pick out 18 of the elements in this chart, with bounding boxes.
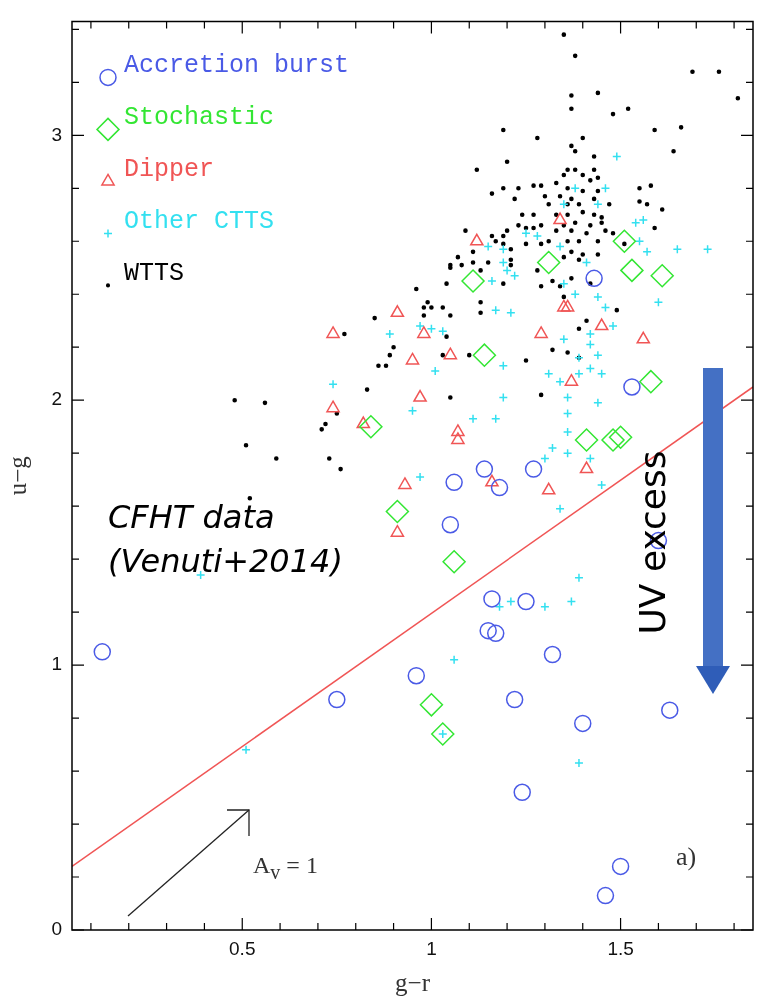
legend-label: Accretion burst <box>124 51 350 81</box>
legend-label: Other CTTS <box>124 207 275 237</box>
x-tick-label: 1.5 <box>607 937 634 959</box>
annotation: CFHT data (Venuti+2014) <box>108 497 344 582</box>
annotation: UV excess <box>631 450 673 635</box>
y-tick-label: 2 <box>51 388 62 410</box>
x-axis-title: g−r <box>395 968 431 996</box>
legend-label: Stochastic <box>124 103 275 133</box>
y-tick-label: 3 <box>51 123 62 145</box>
annotation: A$_{v}$ = 1 <box>253 852 318 884</box>
x-tick-label: 0.5 <box>229 937 256 959</box>
x-tick-label: 1 <box>426 937 437 959</box>
y-tick-label: 0 <box>51 918 62 940</box>
y-axis-title: u−g <box>3 455 31 496</box>
annotation: a) <box>676 842 697 872</box>
legend-label: Dipper <box>124 155 215 185</box>
y-tick-label: 1 <box>51 653 62 675</box>
legend-label: WTTS <box>124 259 185 289</box>
